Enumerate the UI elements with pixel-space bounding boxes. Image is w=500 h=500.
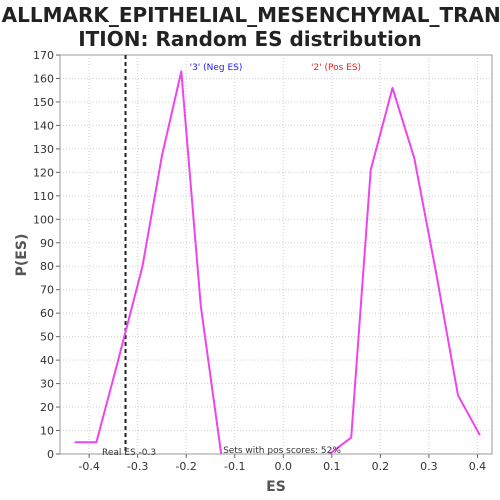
y-tick-label: 80	[40, 260, 54, 273]
x-tick-label: 0.1	[323, 460, 341, 473]
es-distribution-line-2	[328, 86, 481, 455]
y-tick-label: 140	[33, 119, 54, 132]
y-tick-label: 20	[40, 401, 54, 414]
x-tick-label: 0.3	[420, 460, 438, 473]
real-es-label: Real ES -0.3	[102, 448, 156, 458]
y-tick-label: 70	[40, 284, 54, 297]
y-tick-label: 170	[33, 49, 54, 62]
y-axis: 0 10 20 30 40 50 60 70 80 90 100 110 120 130 140 150 160…	[33, 49, 60, 461]
y-tick-label: 100	[33, 213, 54, 226]
y-tick-label: 30	[40, 378, 54, 391]
pos-es-label: '2' (Pos ES)	[311, 63, 361, 73]
neg-es-label: '3' (Neg ES)	[190, 63, 243, 73]
plot-area	[59, 54, 493, 455]
y-tick-label: 60	[40, 307, 54, 320]
y-axis-label: P(ES)	[14, 234, 30, 277]
x-tick-label: -0.1	[224, 460, 245, 473]
x-tick-label: 0.0	[275, 460, 293, 473]
series-group	[74, 70, 481, 455]
y-tick-label: 110	[33, 190, 54, 203]
es-distribution-line-1	[74, 70, 223, 455]
y-tick-label: 90	[40, 237, 54, 250]
x-tick-label: 0.2	[372, 460, 390, 473]
y-tick-label: 160	[33, 72, 54, 85]
x-tick-label: 0.4	[469, 460, 487, 473]
chart-title-line1: HALLMARK_EPITHELIAL_MESENCHYMAL_TRANS	[0, 3, 500, 27]
grid-lines	[60, 55, 492, 454]
y-tick-label: 40	[40, 354, 54, 367]
y-tick-label: 50	[40, 331, 54, 344]
y-tick-label: 120	[33, 166, 54, 179]
x-tick-label: -0.2	[175, 460, 196, 473]
y-tick-label: 150	[33, 96, 54, 109]
pos-scores-label: Sets with pos scores: 52%	[223, 446, 341, 456]
y-tick-label: 0	[47, 448, 54, 461]
x-axis: -0.4 -0.3 -0.2 -0.1 0.0 0.1 0.2 0.3 0.4	[78, 454, 486, 473]
y-tick-label: 130	[33, 143, 54, 156]
chart-title-line2: ITION: Random ES distribution	[78, 27, 422, 51]
x-tick-label: -0.4	[78, 460, 99, 473]
y-tick-label: 10	[40, 425, 54, 438]
x-axis-label: ES	[266, 479, 286, 495]
x-tick-label: -0.3	[127, 460, 148, 473]
